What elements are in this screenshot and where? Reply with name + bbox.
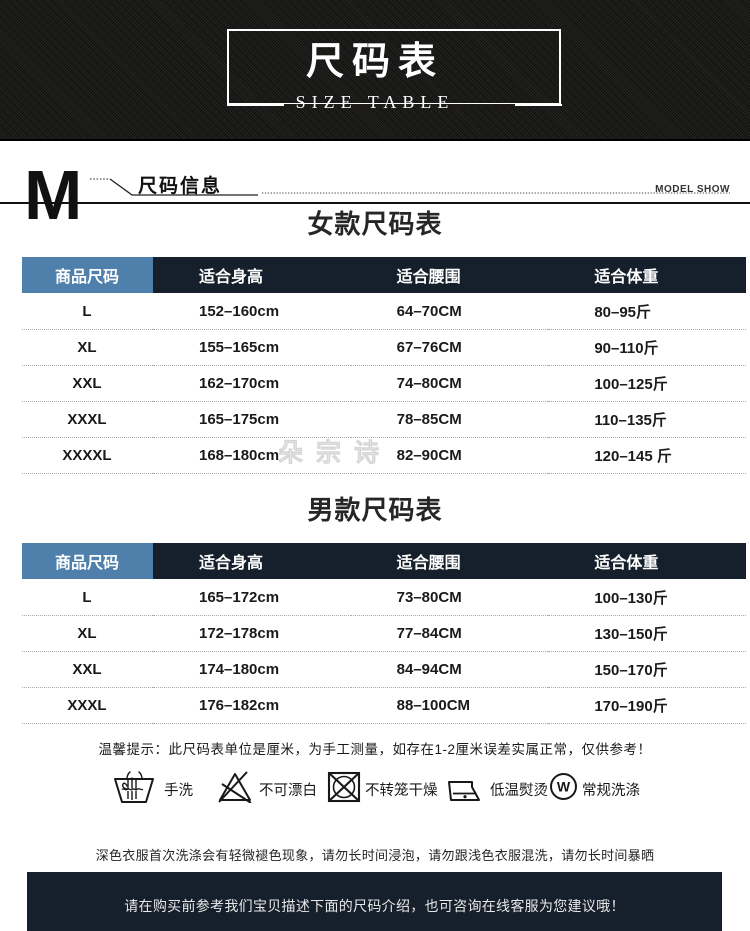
svg-text:W: W [557, 779, 571, 795]
